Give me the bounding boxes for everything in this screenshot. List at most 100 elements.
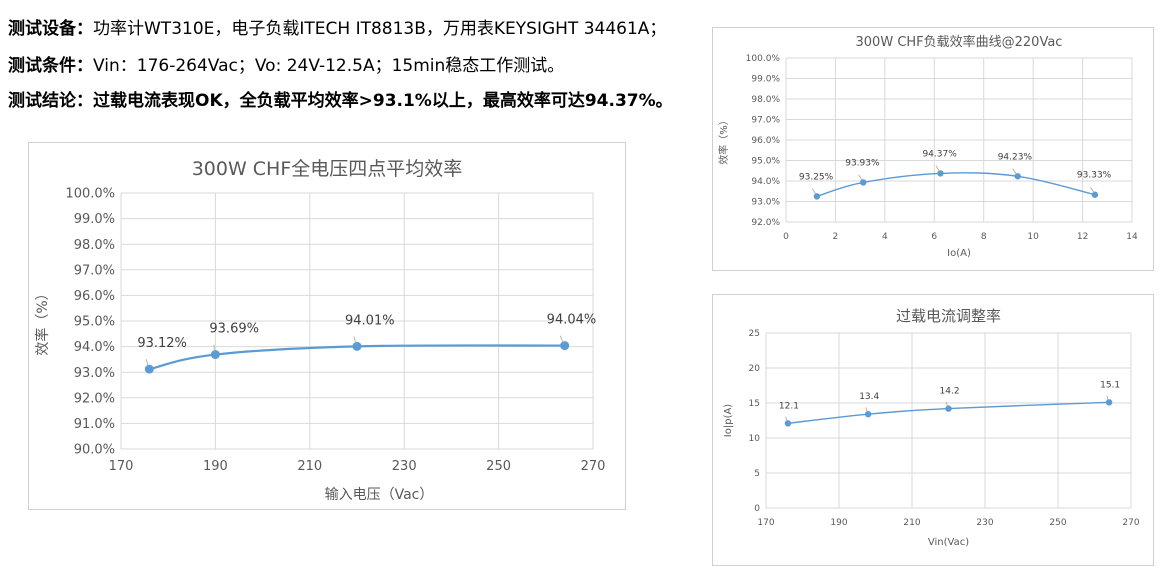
- y-tick-label: 10: [749, 434, 761, 444]
- y-tick-label: 96.0%: [751, 136, 780, 146]
- y-tick-label: 97.0%: [74, 263, 115, 278]
- y-tick-label: 90.0%: [74, 443, 115, 458]
- y-axis-label: 效率（%）: [717, 115, 730, 165]
- y-tick-label: 97.0%: [751, 116, 780, 126]
- data-label-leader: [213, 344, 215, 353]
- y-tick-label: 91.0%: [74, 417, 115, 432]
- data-point: [937, 170, 944, 177]
- data-label-leader: [353, 336, 357, 345]
- data-label-leader: [1106, 395, 1109, 401]
- test-conclusion-text: 过载电流表现OK，全负载平均效率>93.1%以上，最高效率可达94.37%。: [93, 91, 673, 111]
- data-label: 93.12%: [137, 336, 187, 351]
- data-label-leader: [945, 401, 948, 407]
- x-tick-label: 170: [757, 518, 774, 528]
- x-tick-label: 230: [392, 459, 417, 474]
- y-tick-label: 15: [749, 399, 760, 409]
- data-point: [784, 420, 792, 427]
- y-tick-label: 95.0%: [74, 315, 115, 330]
- x-tick-label: 4: [882, 232, 888, 242]
- test-equipment-line: 测试设备：功率计WT310E，电子负载ITECH IT8813B，万用表KEYS…: [8, 14, 666, 39]
- y-axis-label: Io|p(A): [723, 404, 734, 438]
- data-label-leader: [935, 165, 940, 172]
- data-label: 94.01%: [345, 313, 395, 328]
- x-tick-label: 210: [903, 518, 920, 528]
- data-point: [352, 341, 362, 351]
- y-tick-label: 92.0%: [751, 218, 780, 228]
- data-label: 93.33%: [1077, 171, 1112, 181]
- test-equipment-label: 测试设备：: [8, 19, 93, 39]
- chart-title: 300W CHF全电压四点平均效率: [192, 158, 463, 180]
- y-tick-label: 93.0%: [74, 366, 115, 381]
- x-tick-label: 190: [203, 459, 228, 474]
- data-point: [813, 193, 821, 200]
- series-line: [149, 344, 565, 371]
- data-point: [945, 405, 952, 412]
- voltage-efficiency-chart: 300W CHF全电压四点平均效率 90.0% 91.0% 92.0% 93.0% 94.…: [34, 158, 606, 503]
- x-tick-label: 8: [981, 232, 987, 242]
- data-label: 13.4: [859, 392, 879, 402]
- y-tick-label: 92.0%: [74, 391, 115, 406]
- y-tick-label: 96.0%: [74, 289, 115, 304]
- y-axis-label: 效率（%）: [34, 286, 51, 355]
- test-conclusion-label: 测试结论：: [8, 91, 93, 111]
- x-tick-label: 170: [109, 459, 134, 474]
- data-label: 94.23%: [998, 152, 1033, 162]
- data-label: 94.04%: [547, 313, 597, 328]
- x-axis-label: Vin(Vac): [928, 537, 969, 548]
- data-label: 93.25%: [799, 172, 834, 182]
- y-tick-label: 93.0%: [751, 198, 780, 208]
- data-point: [210, 350, 220, 360]
- test-equipment-text: 功率计WT310E，电子负载ITECH IT8813B，万用表KEYSIGHT …: [93, 19, 667, 39]
- y-tick-label: 95.0%: [751, 157, 780, 167]
- data-label-leader: [858, 174, 863, 181]
- test-conditions-line: 测试条件：Vin：176-264Vac；Vo: 24V-12.5A；15min稳…: [8, 51, 564, 76]
- y-tick-label: 0: [754, 504, 760, 514]
- data-point: [1091, 191, 1099, 198]
- x-tick-label: 230: [976, 518, 993, 528]
- series-line: [816, 172, 1096, 198]
- data-point: [1014, 173, 1021, 180]
- y-tick-label: 20: [749, 364, 761, 374]
- y-tick-label: 25: [749, 329, 760, 339]
- test-conditions-label: 测试条件：: [8, 56, 93, 76]
- x-axis-label: Io(A): [947, 248, 971, 259]
- y-tick-label: 94.0%: [751, 177, 780, 187]
- y-tick-label: 100.0%: [65, 187, 115, 202]
- data-label-leader: [559, 335, 565, 344]
- data-label: 93.93%: [845, 158, 880, 168]
- x-tick-label: 250: [1049, 518, 1066, 528]
- x-tick-label: 10: [1027, 232, 1039, 242]
- test-conclusion-line: 测试结论：过载电流表现OK，全负载平均效率>93.1%以上，最高效率可达94.3…: [8, 86, 673, 111]
- chart-panel-overload: 过载电流调整率 0 5 10 15 20 25 170 190 210 230 250 270 Vin(V…: [712, 294, 1154, 566]
- data-label-leader: [865, 407, 868, 413]
- data-point: [865, 411, 872, 418]
- data-label-leader: [785, 416, 788, 422]
- y-tick-label: 5: [754, 469, 760, 479]
- data-label-leader: [812, 188, 817, 195]
- chart-panel-load: 300W CHF负载效率曲线@220Vac 92.0% 93.0% 94.0% 95.0…: [712, 27, 1154, 271]
- x-axis-label: 输入电压（Vac）: [325, 487, 434, 503]
- data-label-leader: [1090, 186, 1095, 193]
- data-label-leader: [145, 359, 149, 368]
- series-line: [787, 401, 1110, 424]
- x-tick-label: 6: [931, 232, 937, 242]
- chart-title: 300W CHF负载效率曲线@220Vac: [856, 34, 1063, 50]
- y-tick-label: 100.0%: [746, 54, 781, 64]
- y-tick-label: 99.0%: [74, 212, 115, 227]
- y-tick-label: 94.0%: [74, 340, 115, 355]
- data-point: [560, 341, 570, 351]
- chart-title: 过载电流调整率: [896, 307, 1001, 325]
- data-point: [144, 364, 154, 374]
- x-tick-label: 270: [1122, 518, 1139, 528]
- x-tick-label: 14: [1126, 232, 1138, 242]
- x-tick-label: 0: [783, 232, 789, 242]
- x-tick-label: 210: [297, 459, 322, 474]
- data-label: 94.37%: [922, 149, 957, 159]
- y-tick-label: 98.0%: [751, 95, 780, 105]
- x-tick-label: 2: [833, 232, 839, 242]
- data-point: [1105, 399, 1113, 406]
- y-tick-label: 98.0%: [74, 238, 115, 253]
- x-tick-label: 270: [581, 459, 606, 474]
- overload-current-chart: 过载电流调整率 0 5 10 15 20 25 170 190 210 230 250 270 Vin(V…: [723, 307, 1140, 548]
- test-conditions-text: Vin：176-264Vac；Vo: 24V-12.5A；15min稳态工作测试…: [93, 56, 565, 76]
